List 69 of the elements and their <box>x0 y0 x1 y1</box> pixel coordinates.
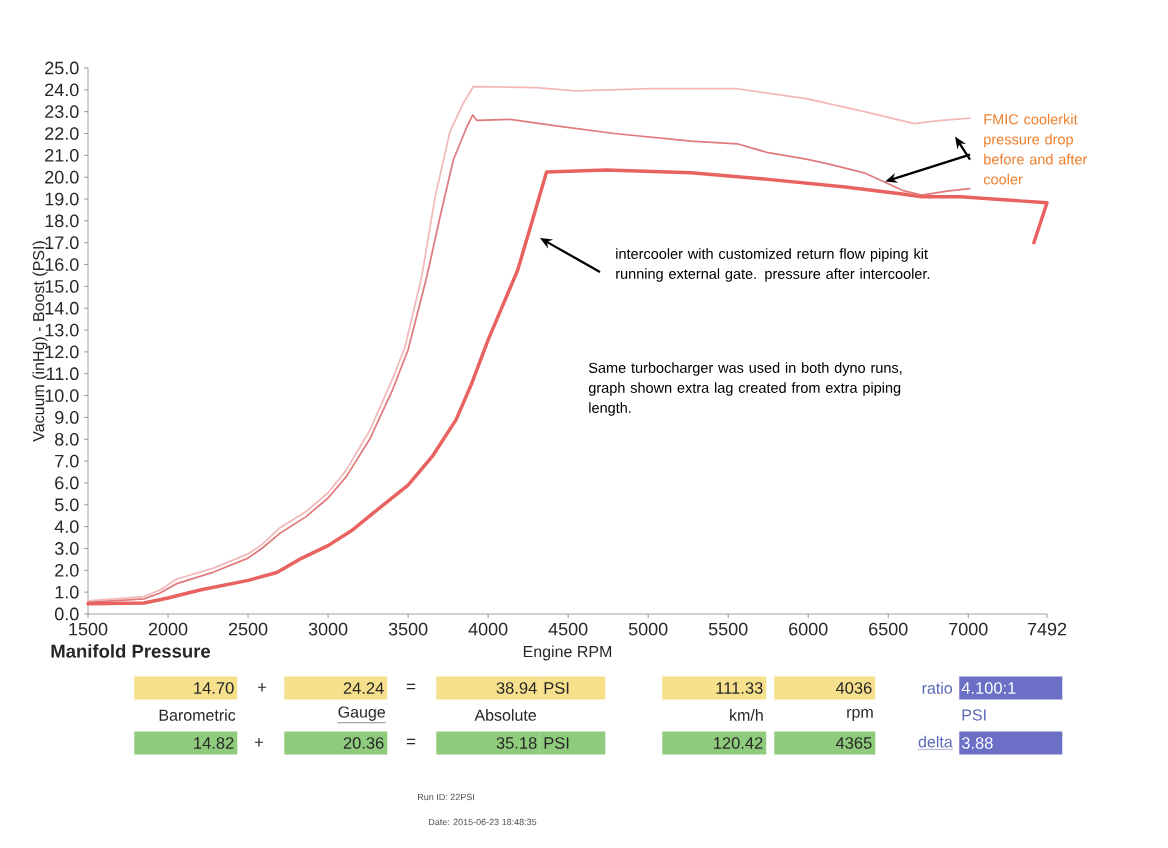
text: 111.33 <box>716 682 763 694</box>
text: PSI <box>544 682 569 694</box>
text: Run ID: 22PSI <box>418 793 474 801</box>
x-tick-label: 6500 <box>869 622 908 636</box>
y-tick-label: 11.0 <box>46 367 79 381</box>
y-tick-label: 0.0 <box>54 607 79 621</box>
annotation: intercooler with customized return flow piping kit running external gate. pressure after intercooler. <box>616 248 930 282</box>
text: rpm <box>847 709 873 721</box>
text: Manifold Pressure <box>51 644 211 658</box>
y-tick-label: 22.0 <box>45 127 79 140</box>
y-tick-label: 14.0 <box>45 301 79 315</box>
text: delta <box>918 735 953 748</box>
text: 4365 <box>835 737 872 749</box>
text: 4036 <box>835 682 872 694</box>
text: PSI <box>544 737 569 749</box>
text: = <box>406 738 416 745</box>
text: km/h <box>730 709 763 721</box>
y-tick-label: 5.0 <box>54 498 79 512</box>
x-tick-label: 1500 <box>69 622 108 636</box>
y-tick-label: 21.0 <box>45 148 79 162</box>
text: = <box>406 683 416 690</box>
annotation: FMIC coolerkit pressure drop before and after cooler <box>983 113 1088 185</box>
y-tick-label: 2.0 <box>55 563 79 577</box>
text: PSI <box>962 709 986 721</box>
text: 38.94 <box>496 682 537 694</box>
line-series <box>86 168 1049 606</box>
x-tick-label: 6000 <box>789 622 828 636</box>
y-tick-label: 9.0 <box>55 411 79 424</box>
text: 14.82 <box>194 737 234 749</box>
text: 20.36 <box>343 737 384 749</box>
y-tick-label: 7.0 <box>55 454 79 468</box>
text: 24.24 <box>343 682 384 694</box>
y-tick-label: 8.0 <box>55 432 79 446</box>
y-tick-label: 3.0 <box>54 542 79 555</box>
y-tick-label: 20.0 <box>45 170 79 184</box>
x-tick-label: 4500 <box>548 622 588 636</box>
x-tick-label: 2000 <box>148 622 188 636</box>
text: + <box>254 738 264 747</box>
x-axis-title: Engine RPM <box>523 645 612 661</box>
x-tick-label: 4000 <box>468 622 508 636</box>
text: Date: 2015-06-23 18:48:35 <box>429 818 537 826</box>
x-tick-label: 5000 <box>628 622 668 636</box>
y-tick-label: 19.0 <box>45 192 79 206</box>
y-tick-label: 6.0 <box>55 476 79 490</box>
text: 4.100:1 <box>961 682 1016 694</box>
text: ratio <box>922 682 953 694</box>
y-tick-label: 23.0 <box>45 105 79 119</box>
x-tick-label: 3500 <box>388 622 428 636</box>
y-tick-label: 15.0 <box>45 280 79 293</box>
text: 35.18 <box>496 737 537 749</box>
x-tick-label: 7000 <box>949 622 988 636</box>
y-tick-label: 1.0 <box>55 585 79 599</box>
x-tick-label: 5500 <box>708 622 748 636</box>
text: Absolute <box>474 709 537 721</box>
x-tick-label: 3000 <box>308 622 348 636</box>
annotation: Same turbocharger was used in both dyno runs, graph shown extra lag created from extra piping length. <box>588 362 902 416</box>
y-tick-label: 4.0 <box>54 520 79 533</box>
x-tick-label: 2500 <box>228 622 268 636</box>
y-tick-label: 18.0 <box>45 214 79 228</box>
text: 120.42 <box>714 737 763 749</box>
text: 3.88 <box>961 737 993 749</box>
x-tick-label: 7492 <box>1027 622 1067 636</box>
text: + <box>257 683 267 692</box>
text: Gauge <box>338 706 386 721</box>
text: Barometric <box>159 709 236 721</box>
y-tick-label: 13.0 <box>45 323 79 337</box>
y-tick-label: 24.0 <box>45 83 79 97</box>
y-tick-label: 25.0 <box>45 61 79 75</box>
text: 14.70 <box>194 682 234 694</box>
